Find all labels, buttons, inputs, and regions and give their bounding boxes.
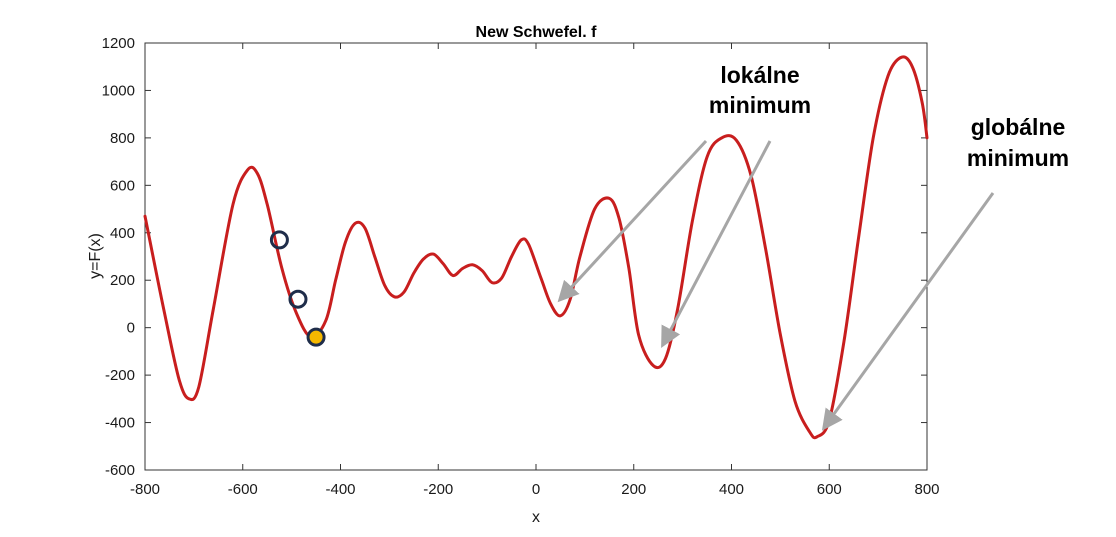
x-tick-label-2: -400 [325, 481, 355, 498]
marker-point-0 [269, 230, 289, 250]
y-tick-label-8: 1000 [102, 82, 135, 99]
local-minimum-arrow-1 [661, 140, 772, 348]
local-minimum-label-line2: minimum [709, 92, 811, 118]
x-tick-label-5: 200 [621, 481, 646, 498]
y-tick-label-2: -200 [105, 367, 135, 384]
x-tick-label-1: -600 [228, 481, 258, 498]
global-minimum-arrow-0 [821, 192, 995, 431]
plot-frame [144, 42, 928, 471]
global-minimum-label-line1: globálne [971, 114, 1066, 140]
x-tick-label-0: -800 [130, 481, 160, 498]
local-minimum-arrow-0 [557, 139, 708, 303]
y-axis-label: y=F(x) [87, 233, 104, 279]
y-tick-label-1: -400 [105, 415, 135, 432]
marker-point-2 [306, 327, 326, 347]
y-tick-label-6: 600 [110, 177, 135, 194]
y-tick-label-7: 800 [110, 130, 135, 147]
x-tick-label-4: 0 [532, 481, 540, 498]
global-minimum-label-line2: minimum [967, 145, 1069, 171]
y-tick-label-0: -600 [105, 462, 135, 479]
plot-area [144, 42, 928, 471]
y-tick-label-3: 0 [127, 320, 135, 337]
annotation-arrows [557, 139, 995, 431]
x-tick-label-8: 800 [914, 481, 939, 498]
annotations: lokálne minimum globálne minimum [709, 62, 1069, 171]
y-axis: -600 -400 -200 0 200 400 600 800 1000 1200 [102, 35, 927, 479]
chart-title: New Schwefel. f [476, 24, 598, 41]
x-tick-label-7: 600 [817, 481, 842, 498]
x-tick-label-3: -200 [423, 481, 453, 498]
y-tick-label-5: 400 [110, 225, 135, 242]
x-tick-label-6: 400 [719, 481, 744, 498]
markers [269, 230, 326, 347]
y-tick-label-4: 200 [110, 272, 135, 289]
marker-point-1 [288, 289, 308, 309]
x-axis: -800 -600 -400 -200 0 200 400 600 800 [130, 43, 940, 498]
local-minimum-label-line1: lokálne [720, 62, 799, 88]
y-tick-label-9: 1200 [102, 35, 135, 52]
x-axis-label: x [532, 509, 540, 526]
